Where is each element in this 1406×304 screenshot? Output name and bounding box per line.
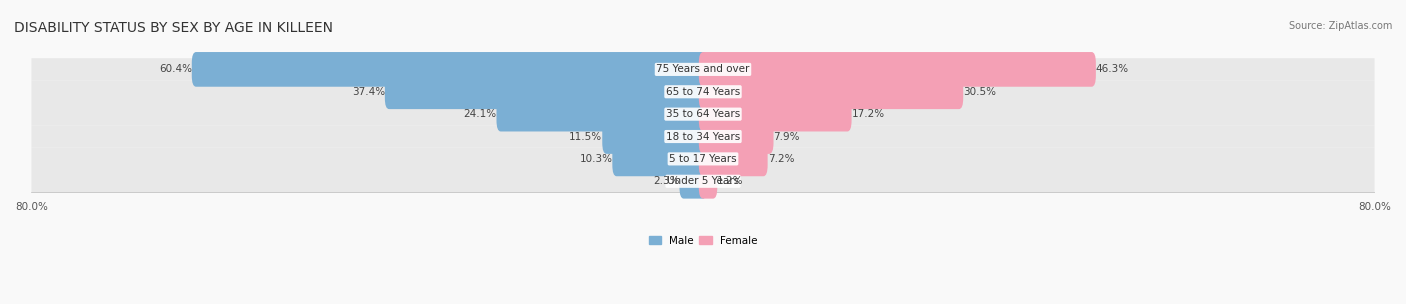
FancyBboxPatch shape (31, 58, 1375, 81)
Legend: Male, Female: Male, Female (644, 232, 762, 250)
FancyBboxPatch shape (699, 74, 963, 109)
Text: 10.3%: 10.3% (579, 154, 613, 164)
FancyBboxPatch shape (31, 103, 1375, 125)
FancyBboxPatch shape (191, 52, 707, 87)
FancyBboxPatch shape (31, 170, 1375, 192)
Text: 46.3%: 46.3% (1095, 64, 1129, 74)
Text: 7.2%: 7.2% (768, 154, 794, 164)
FancyBboxPatch shape (31, 125, 1375, 148)
Text: 24.1%: 24.1% (464, 109, 496, 119)
Text: 30.5%: 30.5% (963, 87, 997, 97)
FancyBboxPatch shape (699, 142, 768, 176)
FancyBboxPatch shape (31, 81, 1375, 103)
Text: 35 to 64 Years: 35 to 64 Years (666, 109, 740, 119)
Text: 37.4%: 37.4% (352, 87, 385, 97)
Text: DISABILITY STATUS BY SEX BY AGE IN KILLEEN: DISABILITY STATUS BY SEX BY AGE IN KILLE… (14, 21, 333, 35)
Text: Source: ZipAtlas.com: Source: ZipAtlas.com (1288, 21, 1392, 31)
FancyBboxPatch shape (699, 52, 1095, 87)
FancyBboxPatch shape (699, 97, 852, 132)
Text: 5 to 17 Years: 5 to 17 Years (669, 154, 737, 164)
Text: Under 5 Years: Under 5 Years (666, 176, 740, 186)
Text: 1.2%: 1.2% (717, 176, 744, 186)
FancyBboxPatch shape (679, 164, 707, 199)
FancyBboxPatch shape (385, 74, 707, 109)
FancyBboxPatch shape (496, 97, 707, 132)
Text: 7.9%: 7.9% (773, 132, 800, 142)
Text: 2.3%: 2.3% (652, 176, 679, 186)
Text: 11.5%: 11.5% (569, 132, 602, 142)
FancyBboxPatch shape (31, 148, 1375, 170)
FancyBboxPatch shape (699, 164, 717, 199)
FancyBboxPatch shape (602, 119, 707, 154)
FancyBboxPatch shape (699, 119, 773, 154)
Text: 65 to 74 Years: 65 to 74 Years (666, 87, 740, 97)
Text: 75 Years and over: 75 Years and over (657, 64, 749, 74)
Text: 60.4%: 60.4% (159, 64, 191, 74)
Text: 17.2%: 17.2% (852, 109, 884, 119)
FancyBboxPatch shape (613, 142, 707, 176)
Text: 18 to 34 Years: 18 to 34 Years (666, 132, 740, 142)
